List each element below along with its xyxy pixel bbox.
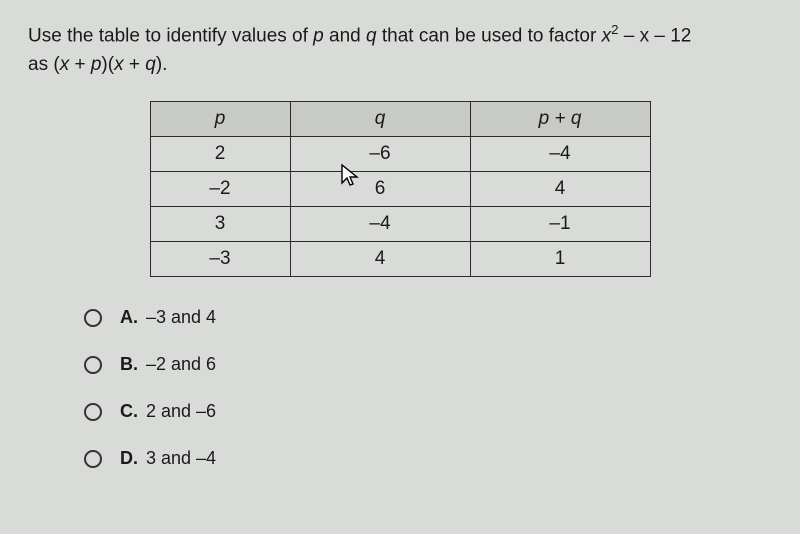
option-letter: C. (120, 401, 138, 422)
option-d[interactable]: D. 3 and –4 (84, 448, 772, 469)
expr-x: x (602, 25, 612, 46)
option-c[interactable]: C. 2 and –6 (84, 401, 772, 422)
cell-pq: 1 (470, 242, 650, 277)
expr-rest: – x – 12 (618, 25, 691, 46)
q-part: + (69, 54, 91, 75)
option-b[interactable]: B. –2 and 6 (84, 354, 772, 375)
option-text: 2 and –6 (146, 401, 216, 422)
header-q: q (290, 102, 470, 137)
var-q: q (366, 25, 377, 46)
question-text: Use the table to identify values of p an… (28, 20, 772, 79)
q-part: )( (101, 54, 114, 75)
cell-q: 6 (290, 172, 470, 207)
option-text: –2 and 6 (146, 354, 216, 375)
header-pq: p + q (470, 102, 650, 137)
table-wrap: p q p + q 2 –6 –4 –2 6 4 3 –4 –1 –3 4 1 (28, 101, 772, 277)
q-part: ). (156, 54, 168, 75)
cell-pq: –4 (470, 137, 650, 172)
q-part: + (124, 54, 146, 75)
options-list: A. –3 and 4 B. –2 and 6 C. 2 and –6 D. 3… (84, 307, 772, 469)
cell-q: –6 (290, 137, 470, 172)
radio-icon[interactable] (84, 403, 102, 421)
header-p: p (150, 102, 290, 137)
cell-p: 2 (150, 137, 290, 172)
option-letter: B. (120, 354, 138, 375)
radio-icon[interactable] (84, 309, 102, 327)
option-text: 3 and –4 (146, 448, 216, 469)
cell-pq: 4 (470, 172, 650, 207)
var-p: p (313, 25, 324, 46)
radio-icon[interactable] (84, 450, 102, 468)
expr-x: x (114, 54, 124, 75)
option-text: –3 and 4 (146, 307, 216, 328)
table-row: 3 –4 –1 (150, 207, 650, 242)
cell-p: 3 (150, 207, 290, 242)
var-p: p (91, 54, 102, 75)
cell-p: –2 (150, 172, 290, 207)
expr-x: x (60, 54, 70, 75)
table-header-row: p q p + q (150, 102, 650, 137)
var-q: q (145, 54, 156, 75)
q-part: that can be used to factor (377, 25, 602, 46)
q-part: and (324, 25, 366, 46)
cell-q: –4 (290, 207, 470, 242)
pq-table: p q p + q 2 –6 –4 –2 6 4 3 –4 –1 –3 4 1 (150, 101, 651, 277)
option-a[interactable]: A. –3 and 4 (84, 307, 772, 328)
q-part: Use the table to identify values of (28, 25, 313, 46)
cell-q: 4 (290, 242, 470, 277)
option-letter: D. (120, 448, 138, 469)
cell-p: –3 (150, 242, 290, 277)
table-row: –3 4 1 (150, 242, 650, 277)
radio-icon[interactable] (84, 356, 102, 374)
cell-pq: –1 (470, 207, 650, 242)
option-letter: A. (120, 307, 138, 328)
table-row: –2 6 4 (150, 172, 650, 207)
table-row: 2 –6 –4 (150, 137, 650, 172)
q-part: as ( (28, 54, 60, 75)
